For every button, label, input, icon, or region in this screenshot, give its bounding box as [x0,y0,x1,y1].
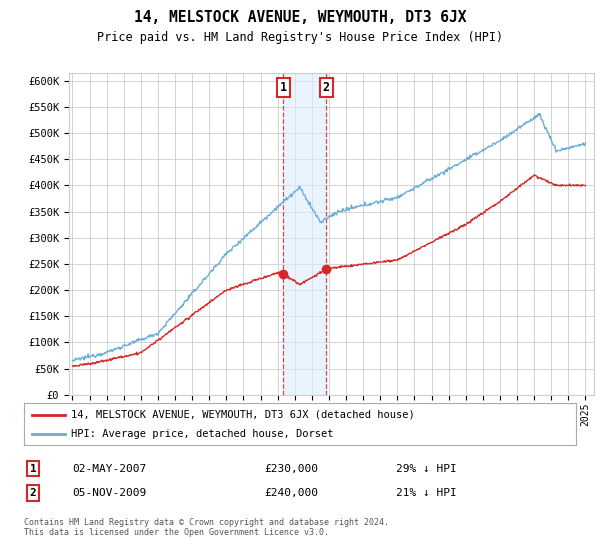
Text: HPI: Average price, detached house, Dorset: HPI: Average price, detached house, Dors… [71,429,334,439]
Text: 29% ↓ HPI: 29% ↓ HPI [396,464,457,474]
Text: 2: 2 [322,81,329,94]
Text: 02-MAY-2007: 02-MAY-2007 [72,464,146,474]
Text: 2: 2 [29,488,37,498]
Text: 1: 1 [280,81,287,94]
Text: 14, MELSTOCK AVENUE, WEYMOUTH, DT3 6JX (detached house): 14, MELSTOCK AVENUE, WEYMOUTH, DT3 6JX (… [71,409,415,419]
Text: £240,000: £240,000 [264,488,318,498]
Text: Contains HM Land Registry data © Crown copyright and database right 2024.
This d: Contains HM Land Registry data © Crown c… [24,518,389,538]
Text: 05-NOV-2009: 05-NOV-2009 [72,488,146,498]
Text: £230,000: £230,000 [264,464,318,474]
Text: 14, MELSTOCK AVENUE, WEYMOUTH, DT3 6JX: 14, MELSTOCK AVENUE, WEYMOUTH, DT3 6JX [134,10,466,25]
Text: Price paid vs. HM Land Registry's House Price Index (HPI): Price paid vs. HM Land Registry's House … [97,31,503,44]
Bar [283,73,326,395]
Text: 1: 1 [29,464,37,474]
Text: 21% ↓ HPI: 21% ↓ HPI [396,488,457,498]
